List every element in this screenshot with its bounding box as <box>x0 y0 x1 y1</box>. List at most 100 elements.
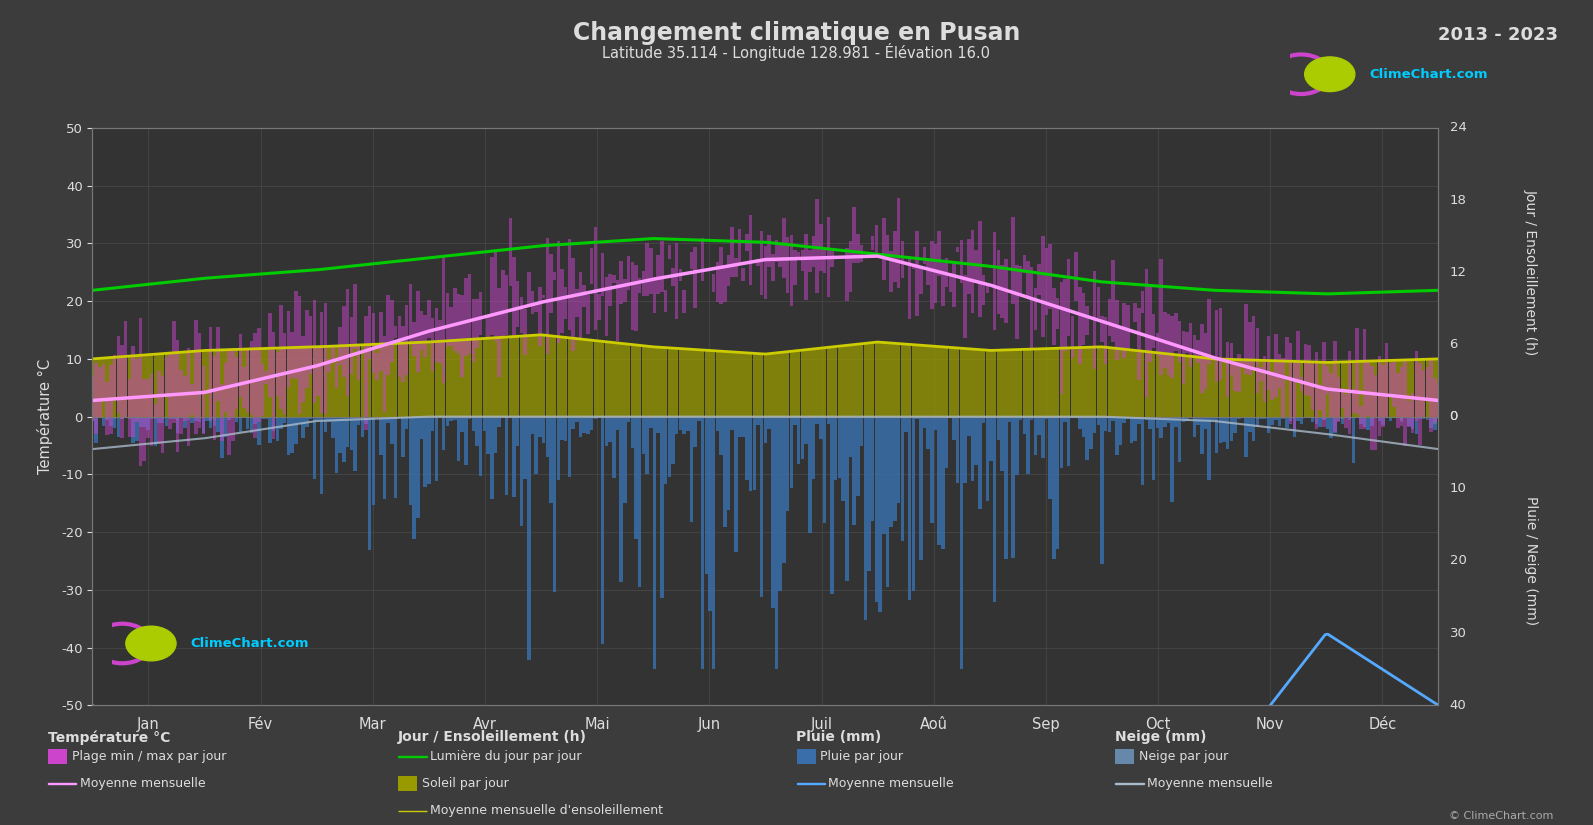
Bar <box>135 417 139 441</box>
Bar <box>838 417 841 478</box>
Bar <box>290 332 293 378</box>
Bar <box>161 354 164 417</box>
Bar <box>464 340 468 417</box>
Bar <box>956 348 959 417</box>
Bar <box>1059 281 1063 394</box>
Bar <box>102 358 105 417</box>
Bar <box>930 346 933 417</box>
Bar <box>922 346 926 417</box>
Bar <box>642 271 645 296</box>
Bar <box>413 417 416 540</box>
Bar <box>1270 417 1274 425</box>
Bar <box>1177 417 1182 462</box>
Bar <box>796 252 800 258</box>
Bar <box>741 417 746 437</box>
Bar <box>1337 417 1340 422</box>
Bar <box>1258 361 1263 417</box>
Bar <box>295 347 298 417</box>
Bar <box>660 347 664 417</box>
Bar <box>158 354 161 417</box>
Bar <box>387 417 390 423</box>
Bar <box>228 350 231 455</box>
Bar <box>1370 366 1373 450</box>
Bar <box>284 417 287 422</box>
Bar <box>656 417 660 433</box>
Bar <box>690 349 693 417</box>
Bar <box>505 417 508 495</box>
Bar <box>116 417 119 436</box>
Bar <box>578 417 583 437</box>
Bar <box>645 243 648 296</box>
Bar <box>209 417 212 428</box>
Bar <box>427 342 430 417</box>
Bar <box>1048 417 1051 499</box>
Bar <box>628 417 631 422</box>
Bar <box>609 342 612 417</box>
Bar <box>401 327 405 382</box>
Bar <box>1429 359 1432 417</box>
Text: Pluie / Neige (mm): Pluie / Neige (mm) <box>1525 497 1537 625</box>
Bar <box>634 265 637 331</box>
Bar <box>268 348 272 417</box>
Bar <box>175 352 178 417</box>
Bar <box>894 231 897 282</box>
Bar <box>147 379 150 437</box>
Bar <box>867 417 871 571</box>
Bar <box>312 417 315 479</box>
Bar <box>1045 349 1048 417</box>
Bar <box>457 340 460 417</box>
Bar <box>1163 354 1166 417</box>
Bar <box>709 417 712 611</box>
Bar <box>782 352 785 417</box>
Bar <box>1378 417 1381 418</box>
Bar <box>253 332 256 438</box>
Bar <box>738 417 741 437</box>
Bar <box>553 417 556 592</box>
Bar <box>142 355 147 417</box>
Bar <box>1258 417 1263 418</box>
Bar <box>534 304 538 313</box>
Bar <box>99 366 102 417</box>
Bar <box>771 353 774 417</box>
Bar <box>491 257 494 335</box>
Bar <box>690 252 693 269</box>
Bar <box>161 375 164 454</box>
Bar <box>835 346 838 417</box>
Bar <box>838 346 841 417</box>
Bar <box>464 417 468 464</box>
Bar <box>916 345 919 417</box>
Bar <box>1034 349 1037 417</box>
Bar <box>1145 417 1149 420</box>
Bar <box>1341 391 1344 408</box>
Bar <box>1356 417 1359 418</box>
Bar <box>648 346 653 417</box>
Bar <box>99 358 102 417</box>
Bar <box>1085 347 1090 417</box>
Bar <box>594 227 597 330</box>
Bar <box>1149 417 1152 429</box>
Bar <box>763 417 768 443</box>
Bar <box>427 300 430 338</box>
Bar <box>824 248 827 273</box>
Text: 40: 40 <box>1450 699 1466 712</box>
Bar <box>94 417 97 443</box>
Bar <box>723 417 726 526</box>
Bar <box>675 417 679 434</box>
Bar <box>589 340 593 417</box>
Bar <box>790 235 793 306</box>
Bar <box>616 417 620 430</box>
Bar <box>1059 417 1063 468</box>
Bar <box>435 342 438 417</box>
Bar <box>382 336 386 412</box>
Bar <box>715 351 718 417</box>
Bar <box>217 350 220 417</box>
Bar <box>1051 288 1056 345</box>
Bar <box>1370 361 1373 417</box>
Bar <box>889 343 894 417</box>
Bar <box>1104 317 1107 364</box>
Bar <box>113 417 116 419</box>
Bar <box>978 221 981 318</box>
Text: Neige par jour: Neige par jour <box>1139 750 1228 763</box>
Bar <box>774 240 779 262</box>
Bar <box>849 417 852 457</box>
